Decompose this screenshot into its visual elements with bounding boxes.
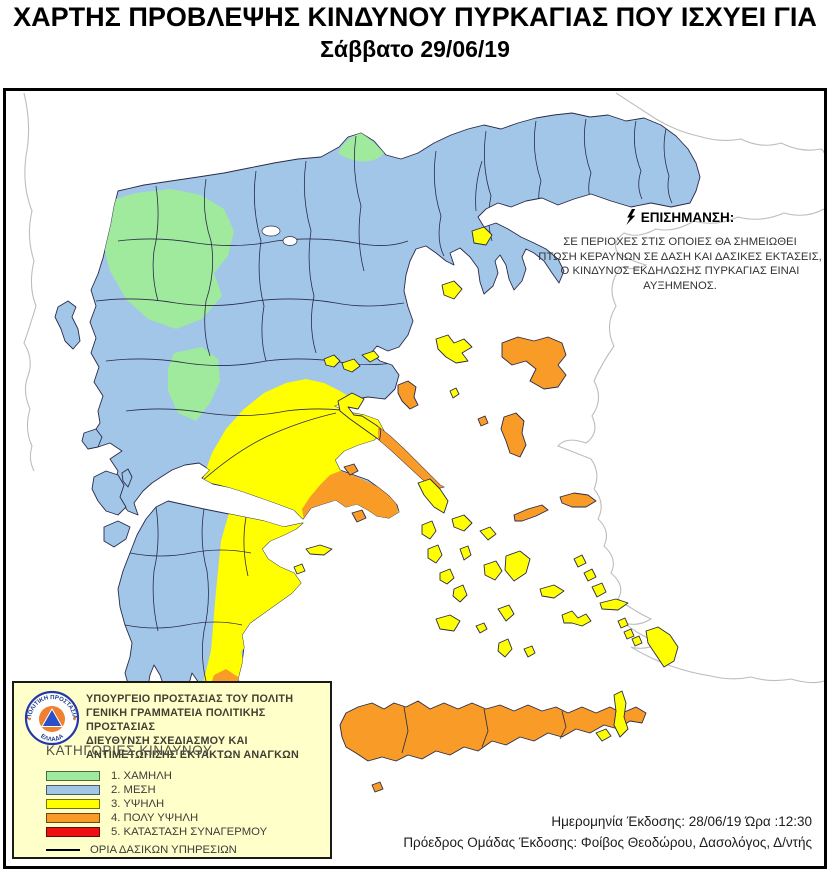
islands-high	[293, 226, 679, 742]
region-mainland	[89, 112, 701, 520]
warning-line: ΠΤΩΣΗ ΚΕΡΑΥΝΩΝ ΣΕ ΔΑΣΗ ΚΑΙ ΔΑΣΙΚΕΣ ΕΚΤΑΣ…	[538, 250, 822, 263]
org-line: ΥΠΟΥΡΓΕΙΟ ΠΡΟΣΤΑΣΙΑΣ ΤΟΥ ΠΟΛΙΤΗ	[86, 693, 294, 705]
map-date: Σάββατο 29/06/19	[320, 36, 510, 62]
legend-label: 5. ΚΑΤΑΣΤΑΣΗ ΣΥΝΑΓΕΡΜΟΥ	[111, 825, 268, 838]
logo-ring-bottom-text: ΕΛΛΑΔΑ	[39, 733, 65, 743]
legend-label: 4. ΠΟΛΥ ΥΨΗΛΗ	[111, 811, 199, 824]
logo-triangle	[41, 707, 63, 727]
legend-label: 3. ΥΨΗΛΗ	[111, 797, 165, 810]
neighbor-coastlines	[23, 92, 824, 684]
lake	[282, 236, 298, 246]
legend-label: 1. ΧΑΜΗΛΗ	[111, 769, 172, 782]
issue-date-line: Ημερομηνία Έκδοσης: 28/06/19 Ώρα :12:30	[551, 814, 812, 829]
legend-row-low: 1. ΧΑΜΗΛΗ	[46, 769, 267, 782]
legend-label: 2. ΜΕΣΗ	[111, 783, 156, 796]
prefecture-borders	[124, 506, 252, 682]
issue-info: Ημερομηνία Έκδοσης: 28/06/19 Ώρα :12:30 …	[403, 811, 812, 853]
island-crete	[339, 700, 647, 793]
issue-president-line: Πρόεδρος Ομάδας Έκδοσης: Φοίβος Θεοδώρου…	[403, 835, 812, 850]
swatch-alarm	[46, 826, 100, 837]
warning-line: Ο ΚΙΝΔΥΝΟΣ ΕΚΔΗΛΩΣΗΣ ΠΥΡΚΑΓΙΑΣ ΕΙΝΑΙ ΑΥΞ…	[560, 265, 800, 292]
legend-box: ΠΟΛΙΤΙΚΗ ΠΡΟΣΤΑΣΙΑ ΕΛΛΑΔΑ ΥΠΟΥΡΓΕΙΟ ΠΡΟΣ…	[12, 681, 332, 859]
swatch-high	[46, 798, 100, 809]
swatch-very-high	[46, 812, 100, 823]
swatch-low	[46, 770, 100, 781]
warning-heading: ΕΠΙΣΗΜΑΝΣΗ:	[530, 209, 830, 228]
org-line: ΔΙΕΥΘΥΝΣΗ ΣΧΕΔΙΑΣΜΟΥ ΚΑΙ	[86, 735, 248, 747]
lake	[261, 225, 281, 237]
org-line: ΓΕΝΙΚΗ ΓΡΑΜΜΑΤΕΙΑ ΠΟΛΙΤΙΚΗΣ ΠΡΟΣΤΑΣΙΑΣ	[86, 707, 266, 733]
swatch-medium	[46, 784, 100, 795]
warning-line: ΣΕ ΠΕΡΙΟΧΕΣ ΣΤΙΣ ΟΠΟΙΕΣ ΘΑ ΣΗΜΕΙΩΘΕΙ	[563, 236, 797, 248]
islands-ionian-medium	[54, 300, 133, 548]
lightning-bolt-icon	[626, 209, 636, 228]
map-frame: ΕΠΙΣΗΜΑΝΣΗ: ΣΕ ΠΕΡΙΟΧΕΣ ΣΤΙΣ ΟΠΟΙΕΣ ΘΑ Σ…	[3, 88, 827, 869]
svg-text:ΕΛΛΑΔΑ: ΕΛΛΑΔΑ	[39, 733, 65, 743]
legend-title: ΚΑΤΗΓΟΡΙΕΣ ΚΙΝΔΥΝΟΥ	[46, 743, 213, 758]
legend-row-high: 3. ΥΨΗΛΗ	[46, 797, 267, 810]
civil-protection-logo: ΠΟΛΙΤΙΚΗ ΠΡΟΣΤΑΣΙΑ ΕΛΛΑΔΑ	[24, 690, 80, 746]
greece-fire-risk-map	[23, 92, 824, 793]
boundary-line-symbol	[46, 849, 80, 851]
legend-row-very-high: 4. ΠΟΛΥ ΥΨΗΛΗ	[46, 811, 267, 824]
island-gavdos	[371, 781, 384, 793]
warning-heading-text: ΕΠΙΣΗΜΑΝΣΗ:	[640, 210, 735, 225]
legend-row-medium: 2. ΜΕΣΗ	[46, 783, 267, 796]
mainland-risk-overlays	[95, 118, 673, 519]
prefecture-borders	[95, 118, 673, 482]
page-title: ΧΑΡΤΗΣ ΠΡΟΒΛΕΨΗΣ ΚΙΝΔΥΝΟΥ ΠΥΡΚΑΓΙΑΣ ΠΟΥ …	[0, 0, 830, 64]
organization-text: ΥΠΟΥΡΓΕΙΟ ΠΡΟΣΤΑΣΙΑΣ ΤΟΥ ΠΟΛΙΤΗ ΓΕΝΙΚΗ Γ…	[86, 692, 328, 762]
warning-note: ΕΠΙΣΗΜΑΝΣΗ: ΣΕ ΠΕΡΙΟΧΕΣ ΣΤΙΣ ΟΠΟΙΕΣ ΘΑ Σ…	[530, 209, 830, 293]
map-title: ΧΑΡΤΗΣ ΠΡΟΒΛΕΨΗΣ ΚΙΝΔΥΝΟΥ ΠΥΡΚΑΓΙΑΣ ΠΟΥ …	[13, 2, 817, 32]
forest-service-boundaries-row: ΟΡΙΑ ΔΑΣΙΚΩΝ ΥΠΗΡΕΣΙΩΝ	[46, 843, 237, 857]
legend-rows: 1. ΧΑΜΗΛΗ 2. ΜΕΣΗ 3. ΥΨΗΛΗ 4. ΠΟΛΥ ΥΨΗΛΗ…	[46, 769, 267, 839]
org-line: ΑΝΤΙΜΕΤΩΠΙΣΗΣ ΕΚΤΑΚΤΩΝ ΑΝΑΓΚΩΝ	[86, 749, 299, 761]
legend-row-alarm: 5. ΚΑΤΑΣΤΑΣΗ ΣΥΝΑΓΕΡΜΟΥ	[46, 825, 267, 838]
boundary-label: ΟΡΙΑ ΔΑΣΙΚΩΝ ΥΠΗΡΕΣΙΩΝ	[90, 844, 237, 856]
